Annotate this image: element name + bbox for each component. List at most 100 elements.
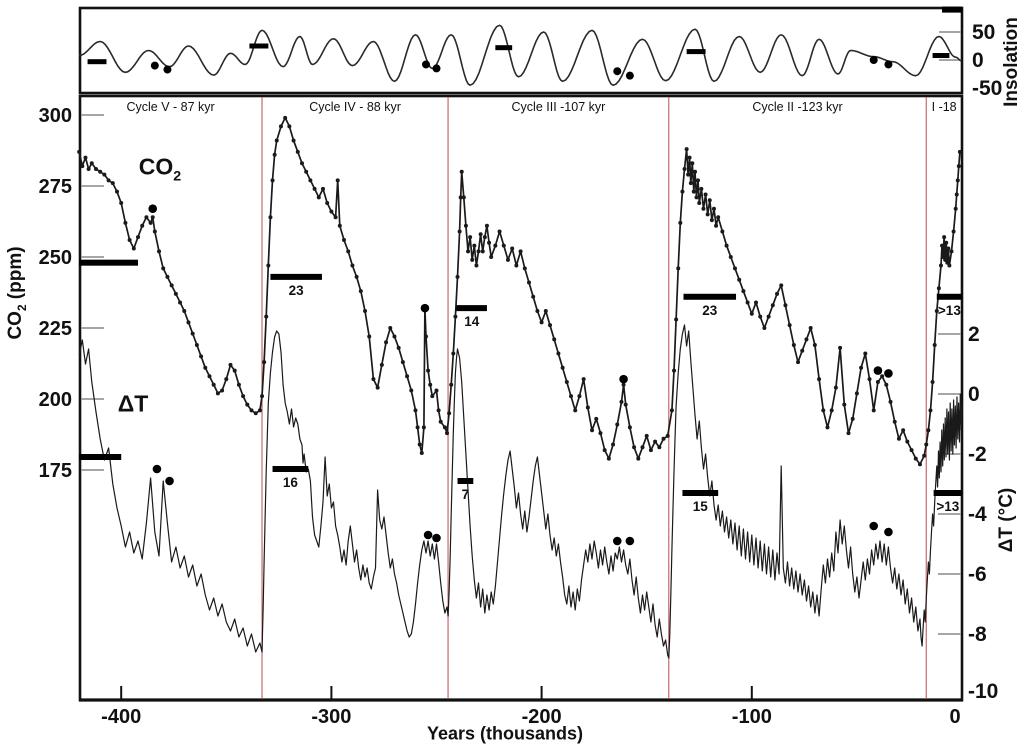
co2-point	[644, 433, 649, 438]
co2-point	[796, 360, 801, 365]
co2-point	[220, 388, 225, 393]
co2-point	[669, 408, 674, 413]
insolation-curve	[79, 24, 963, 86]
co2-point	[917, 462, 922, 467]
dt-tick-label: -2	[968, 443, 987, 466]
co2-point	[741, 289, 746, 294]
co2-point	[80, 164, 85, 169]
co2-point	[304, 169, 309, 174]
co2-point	[932, 343, 937, 348]
co2-point	[442, 425, 447, 430]
dt-tick-label: -6	[968, 563, 987, 586]
co2-tick-label: 200	[39, 389, 72, 411]
co2-lag-label: 23	[702, 303, 718, 318]
co2-point	[745, 300, 750, 305]
co2-point	[482, 235, 487, 240]
co2-point	[249, 408, 254, 413]
co2-point	[186, 320, 191, 325]
x-tick-label: -200	[522, 706, 562, 728]
insolation-event-dot	[884, 60, 893, 69]
dt-curve-label: ΔT	[117, 390, 149, 417]
dt-lag-label: >13	[936, 499, 959, 514]
co2-point	[236, 382, 241, 387]
co2-point	[688, 181, 693, 186]
co2-point	[770, 303, 775, 308]
co2-point	[417, 442, 422, 447]
co2-point	[405, 374, 410, 379]
co2-point	[463, 223, 468, 228]
co2-tick-label: 250	[39, 247, 72, 269]
co2-point	[329, 209, 334, 214]
co2-point	[957, 149, 962, 154]
co2-point	[278, 124, 283, 129]
co2-point	[354, 274, 359, 279]
co2-point	[665, 433, 670, 438]
co2-point	[190, 331, 195, 336]
co2-event-dot	[148, 204, 158, 214]
co2-point	[400, 360, 405, 365]
co2-point	[944, 240, 949, 245]
co2-point	[581, 377, 586, 382]
co2-point	[264, 314, 269, 319]
cycle-label: Cycle V - 87 kyr	[126, 100, 214, 114]
cycle-label: I -18	[932, 100, 957, 114]
co2-point	[98, 169, 103, 174]
co2-point	[838, 345, 843, 350]
dt-lag-label: 15	[693, 499, 709, 514]
co2-point	[449, 382, 454, 387]
co2-point	[335, 178, 340, 183]
co2-tick-label: 275	[39, 176, 72, 198]
co2-point	[676, 266, 681, 271]
co2-point	[871, 408, 876, 413]
main-panel	[78, 94, 964, 702]
insolation-event-dot	[869, 56, 878, 64]
co2-point	[674, 317, 679, 322]
co2-point	[291, 138, 296, 143]
co2-point	[749, 311, 754, 316]
co2-point	[680, 189, 685, 194]
co2-point	[714, 223, 719, 228]
co2-point	[295, 149, 300, 154]
co2-lag-label: 14	[464, 314, 480, 329]
co2-point	[451, 351, 456, 356]
dt-event-dot	[869, 521, 879, 531]
co2-point	[413, 408, 418, 413]
co2-point	[241, 394, 246, 399]
co2-point	[684, 147, 689, 152]
co2-point	[833, 385, 838, 390]
co2-lag-bar	[456, 305, 487, 312]
co2-point	[274, 138, 279, 143]
co2-point	[867, 377, 872, 382]
cycle-label: Cycle III -107 kyr	[512, 100, 606, 114]
co2-point	[699, 186, 704, 191]
co2-point	[312, 186, 317, 191]
co2-axis-title-text: CO	[5, 311, 27, 340]
co2-point	[455, 274, 460, 279]
co2-point	[497, 229, 502, 234]
co2-point	[228, 362, 233, 367]
co2-point	[943, 257, 948, 262]
co2-point	[203, 365, 208, 370]
co2-point	[888, 399, 893, 404]
co2-point	[510, 246, 515, 251]
co2-point	[928, 408, 933, 413]
cycle-label: Cycle IV - 88 kyr	[309, 100, 401, 114]
co2-point	[954, 192, 959, 197]
co2-point	[606, 456, 611, 461]
co2-point	[636, 456, 641, 461]
co2-point	[825, 425, 830, 430]
co2-point	[711, 206, 716, 211]
co2-point	[627, 425, 632, 430]
x-tick-label: 0	[949, 706, 960, 728]
co2-point	[489, 255, 494, 259]
co2-point	[457, 229, 462, 234]
co2-point	[409, 388, 414, 393]
dt-axis-title: ΔT (°C)	[996, 487, 1017, 553]
insolation-event-dot	[432, 64, 441, 73]
co2-point	[428, 382, 433, 387]
co2-axis-title: CO2 (ppm)	[5, 246, 29, 339]
co2-point	[691, 189, 696, 194]
insolation-event-dot	[421, 60, 430, 69]
co2-point	[384, 340, 389, 345]
